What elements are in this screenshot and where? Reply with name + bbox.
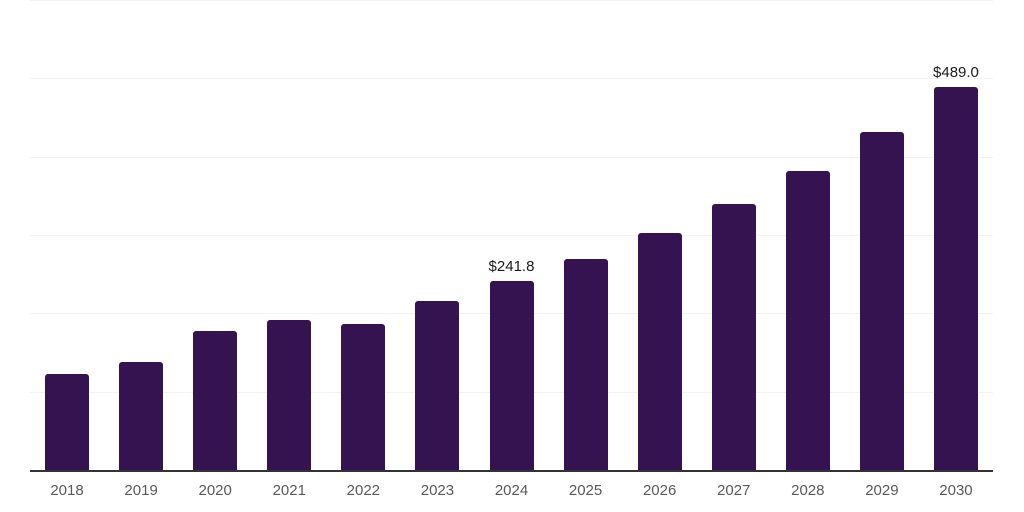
x-tick-2025: 2025 (568, 482, 603, 499)
x-tick-2021: 2021 (272, 482, 306, 499)
x-tick-2018: 2018 (50, 482, 84, 499)
x-tick-2022: 2022 (346, 482, 381, 499)
bar-2026 (637, 232, 682, 470)
data-label-2024: $241.8 (488, 257, 535, 275)
bar-2021 (267, 319, 312, 470)
bar-2028 (785, 170, 830, 470)
bar-2025 (563, 259, 608, 470)
plot-area: $241.8 $489.0 (30, 0, 993, 472)
bar-2018 (45, 373, 90, 470)
data-label-2030: $489.0 (933, 63, 979, 81)
bar-2023 (415, 300, 460, 470)
bar-2027 (711, 204, 756, 470)
gridline-300 (30, 235, 993, 236)
bar-2022 (341, 323, 386, 470)
bar-2024 (489, 280, 534, 470)
x-tick-2027: 2027 (717, 482, 751, 499)
bar-2020 (193, 331, 238, 470)
gridline-600 (30, 0, 993, 1)
gridline-400 (30, 156, 993, 158)
x-tick-2023: 2023 (420, 482, 455, 499)
x-tick-2019: 2019 (124, 482, 158, 499)
x-tick-2029: 2029 (865, 482, 899, 499)
x-tick-2026: 2026 (642, 482, 677, 499)
bar-2030 (933, 86, 978, 470)
bar-2029 (859, 131, 904, 470)
x-tick-2020: 2020 (198, 482, 232, 499)
bar-2019 (119, 361, 164, 470)
x-axis: 2018 2019 2020 2021 2022 2023 2024 2025 2026 2027… (30, 472, 993, 512)
x-tick-2030: 2030 (939, 482, 973, 499)
gridline-500 (30, 78, 993, 80)
x-tick-2024: 2024 (494, 482, 529, 499)
x-tick-2028: 2028 (791, 482, 825, 499)
